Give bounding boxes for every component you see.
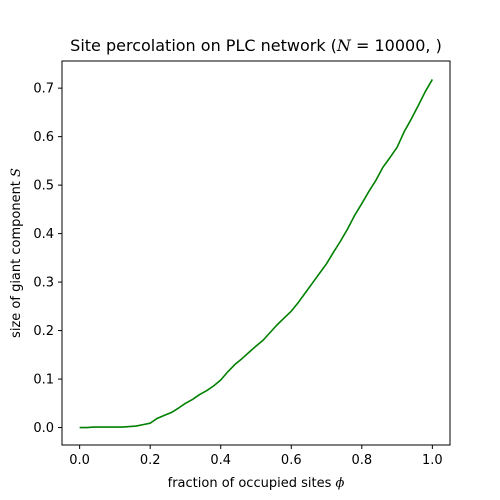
ticks: 0.0 0.2 0.4 0.6 0.8 1.0 0.0 0.1 0.2 0.3 0.4 0.5 0.6 0…: [33, 82, 442, 468]
y-tick-label: 0.0: [33, 421, 54, 436]
y-tick-label: 0.7: [33, 82, 54, 97]
x-axis-label: fraction of occupied sites ϕ: [168, 476, 345, 491]
y-tick-label: 0.5: [33, 179, 54, 194]
chart-title-prefix: Site percolation on PLC network (: [70, 36, 337, 55]
series-line: [79, 79, 434, 429]
y-tick-label: 0.3: [33, 276, 54, 291]
x-tick-label: 0.8: [351, 453, 372, 468]
chart-title-suffix: = 10000, ): [351, 36, 442, 55]
y-tick-label: 0.4: [33, 227, 54, 242]
axes-frame: [61, 60, 451, 446]
chart-title: Site percolation on PLC network (N = 100…: [70, 36, 442, 55]
y-axis-label-symbol: S: [9, 168, 24, 177]
x-axis-label-text: fraction of occupied sites: [168, 476, 336, 491]
plot-area: [79, 79, 434, 429]
x-tick-label: 0.0: [69, 453, 90, 468]
x-tick-label: 0.2: [140, 453, 161, 468]
y-tick-label: 0.1: [33, 373, 54, 388]
chart-title-variable: N: [336, 36, 352, 55]
x-axis-label-symbol: ϕ: [335, 476, 344, 491]
y-tick-label: 0.6: [33, 130, 54, 145]
x-tick-label: 1.0: [422, 453, 443, 468]
y-tick-label: 0.2: [33, 324, 54, 339]
x-tick-label: 0.6: [281, 453, 302, 468]
y-axis-label-text: size of giant component: [9, 177, 24, 338]
y-axis-label: size of giant component S: [9, 168, 24, 338]
x-tick-label: 0.4: [210, 453, 231, 468]
